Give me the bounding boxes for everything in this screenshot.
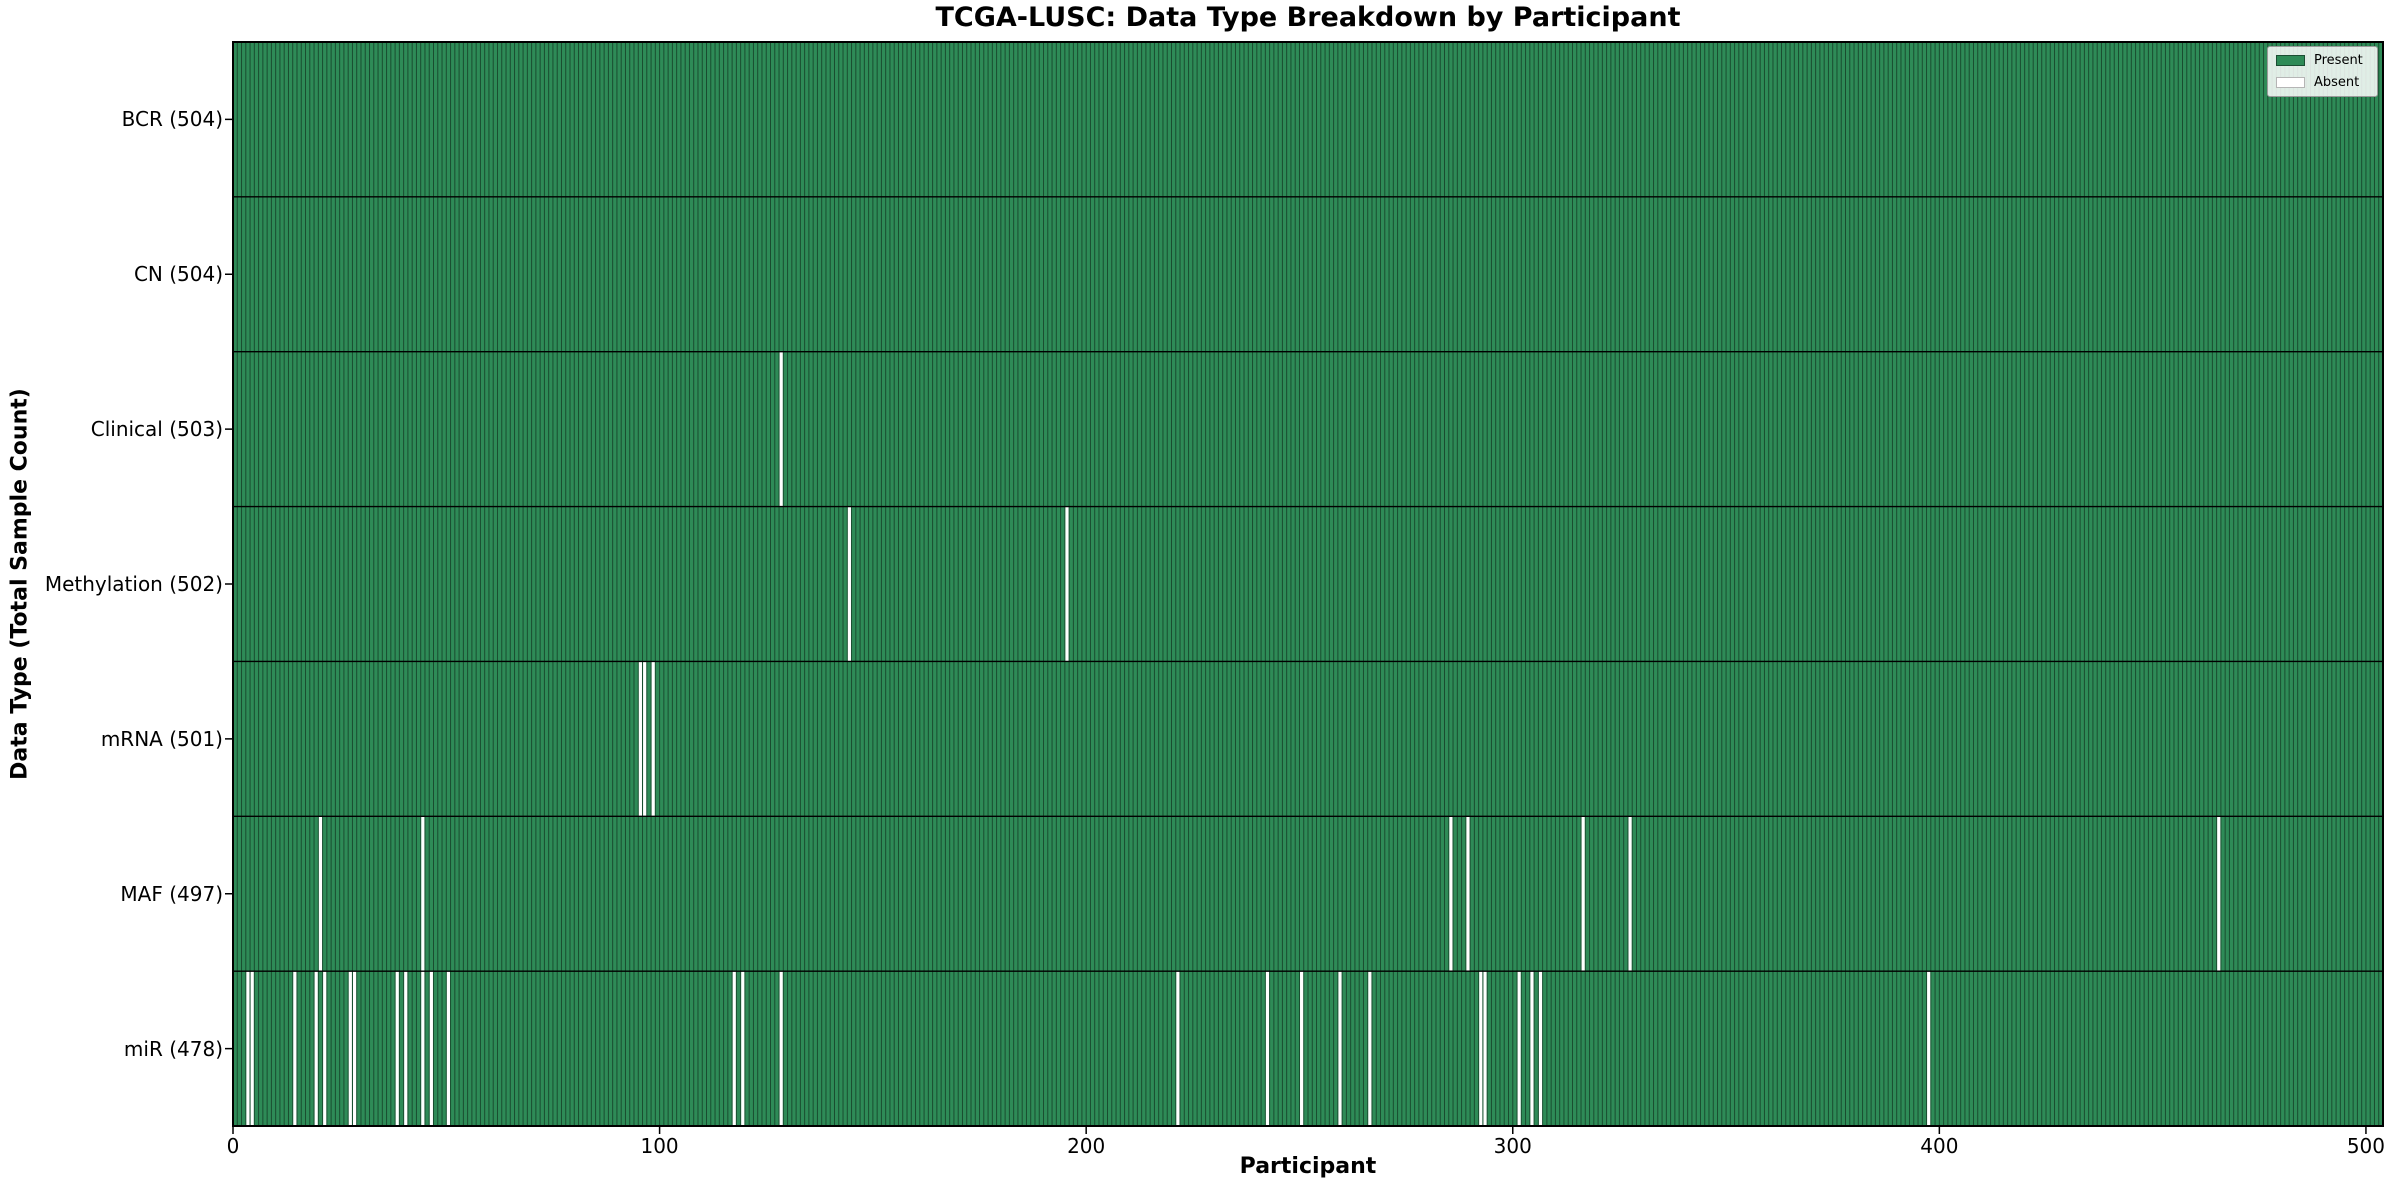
absent-bar (1479, 971, 1483, 1126)
absent-bar (1176, 971, 1180, 1126)
legend: Present Absent (2267, 46, 2378, 97)
absent-bar (1927, 971, 1931, 1126)
absent-bar (1338, 971, 1342, 1126)
y-axis-row-label: miR (478) (123, 1036, 223, 1061)
chart-title: TCGA-LUSC: Data Type Breakdown by Partic… (935, 2, 1681, 33)
absent-bar (352, 971, 357, 1126)
absent-bar (2217, 816, 2221, 972)
absent-bar (250, 971, 254, 1126)
legend-absent-label: Absent (2314, 75, 2360, 90)
y-axis-row-label: Methylation (502) (44, 572, 223, 596)
absent-bar (293, 971, 297, 1126)
x-axis-tick-label: 400 (1920, 1134, 1959, 1158)
absent-bar (1466, 816, 1470, 972)
absent-bar (638, 661, 642, 817)
legend-row-present: Present (2276, 52, 2369, 69)
absent-bar (421, 816, 425, 972)
y-axis-row-label: Clinical (503) (90, 417, 223, 442)
absent-swatch-icon (2276, 77, 2305, 88)
absent-bar (1517, 971, 1521, 1126)
absent-bar (421, 971, 425, 1126)
absent-bar (395, 971, 399, 1126)
absent-bar (847, 506, 852, 662)
legend-present-label: Present (2314, 53, 2363, 68)
absent-bar (404, 971, 408, 1126)
absent-bar (246, 971, 250, 1126)
absent-bar (1538, 971, 1543, 1126)
y-axis-row-label: CN (504) (133, 262, 223, 287)
absent-bar (323, 971, 327, 1126)
absent-bar (643, 661, 647, 817)
absent-bar (1368, 971, 1372, 1126)
y-axis-row-label: mRNA (501) (100, 726, 223, 751)
y-axis-row-label: MAF (497) (120, 881, 223, 906)
absent-bar (1581, 816, 1585, 972)
absent-bar (348, 971, 352, 1126)
absent-bar (429, 971, 433, 1126)
legend-row-absent: Absent (2276, 74, 2369, 91)
x-axis-tick-label: 200 (1067, 1134, 1106, 1158)
absent-bar (651, 661, 655, 817)
absent-bar (732, 971, 736, 1126)
absent-bar (1530, 971, 1534, 1126)
absent-bar (1628, 816, 1632, 972)
absent-bar (1300, 971, 1304, 1126)
x-axis-tick-label: 500 (2346, 1134, 2386, 1158)
absent-bar (1449, 816, 1453, 972)
present-swatch-icon (2276, 55, 2305, 66)
absent-bar (1483, 971, 1487, 1126)
absent-bar (741, 971, 745, 1126)
row-dividers (233, 196, 2383, 972)
present-field (233, 42, 2383, 1126)
absent-bar (779, 971, 783, 1126)
absent-bar (314, 971, 318, 1126)
x-axis-tick-label: 100 (640, 1134, 679, 1158)
x-axis-tick-label: 0 (226, 1134, 240, 1158)
absent-bar (446, 971, 451, 1126)
x-axis-tick-label: 300 (1493, 1134, 1532, 1158)
absent-bar (1265, 971, 1270, 1126)
absent-bar (318, 816, 323, 972)
absent-bar (1065, 506, 1069, 662)
absent-bar (779, 351, 783, 507)
tick-marks (225, 118, 2367, 1134)
x-axis-label: Participant (1239, 1154, 1377, 1179)
y-axis-row-label: BCR (504) (121, 107, 223, 132)
